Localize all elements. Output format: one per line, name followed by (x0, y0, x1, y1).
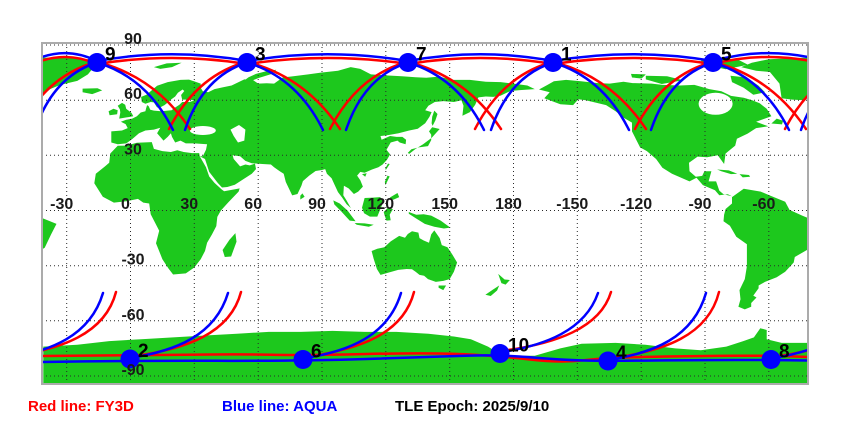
orbit-node-dot (543, 53, 563, 72)
orbit-node-dot (761, 350, 781, 369)
orbit-node-dot (703, 53, 723, 72)
orbit-node-dot (293, 350, 313, 369)
black-sea (189, 126, 216, 136)
map-area (42, 43, 808, 384)
lat-tick-label: 90 (124, 31, 142, 48)
lon-tick-label: 60 (244, 196, 262, 213)
orbit-number: 6 (311, 342, 322, 363)
graticule (42, 43, 808, 384)
caspian-sea (230, 125, 246, 143)
orbit-node-dot (490, 344, 510, 363)
orbit-node-dot (398, 53, 418, 72)
lat-tick-label: -30 (121, 252, 144, 269)
lat-tick-label: -60 (121, 307, 144, 324)
axis-tick-labels: -30 0 30 60 90 120 150 180 -150 -120 -90 -60 90 60 30 -… (50, 31, 775, 379)
lon-tick-label: 0 (121, 196, 130, 213)
orbit-node-dot (120, 349, 140, 369)
orbit-node-dots (87, 53, 781, 371)
orbit-number: 7 (416, 45, 427, 66)
orbit-number: 3 (255, 45, 266, 66)
hudson-bay (698, 92, 733, 115)
lat-tick-label: 60 (124, 86, 142, 103)
orbit-number: 5 (721, 45, 732, 66)
orbit-number: 1 (561, 45, 572, 66)
orbit-number: 2 (138, 341, 149, 362)
lon-tick-label: -150 (556, 196, 588, 213)
orbit-number: 4 (616, 343, 627, 364)
lon-tick-label: -30 (50, 196, 73, 213)
lon-tick-label: 180 (495, 196, 522, 213)
orbit-number: 9 (105, 45, 116, 66)
orbit-node-dot (598, 351, 618, 371)
map-frame (41, 42, 809, 385)
legend-red-line: Red line: FY3D (28, 398, 134, 415)
lon-tick-label: -90 (688, 196, 711, 213)
orbit-node-dot (237, 53, 257, 72)
lon-tick-label: -120 (620, 196, 652, 213)
orbit-number: 8 (779, 342, 790, 363)
lon-tick-label: 90 (308, 196, 326, 213)
orbit-node-dot (87, 53, 107, 72)
lat-tick-label: -90 (121, 362, 144, 379)
legend-blue-line: Blue line: AQUA (222, 398, 338, 415)
legend-tle-epoch: TLE Epoch: 2025/9/10 (395, 398, 550, 415)
orbit-number: 10 (508, 336, 529, 357)
lon-tick-label: 120 (367, 196, 394, 213)
lon-tick-label: 150 (431, 196, 458, 213)
lon-tick-label: -60 (752, 196, 775, 213)
lon-tick-label: 30 (180, 196, 198, 213)
orbit-number-labels: 9 3 7 1 5 2 6 10 4 8 (105, 45, 790, 365)
lat-tick-label: 30 (124, 141, 142, 158)
